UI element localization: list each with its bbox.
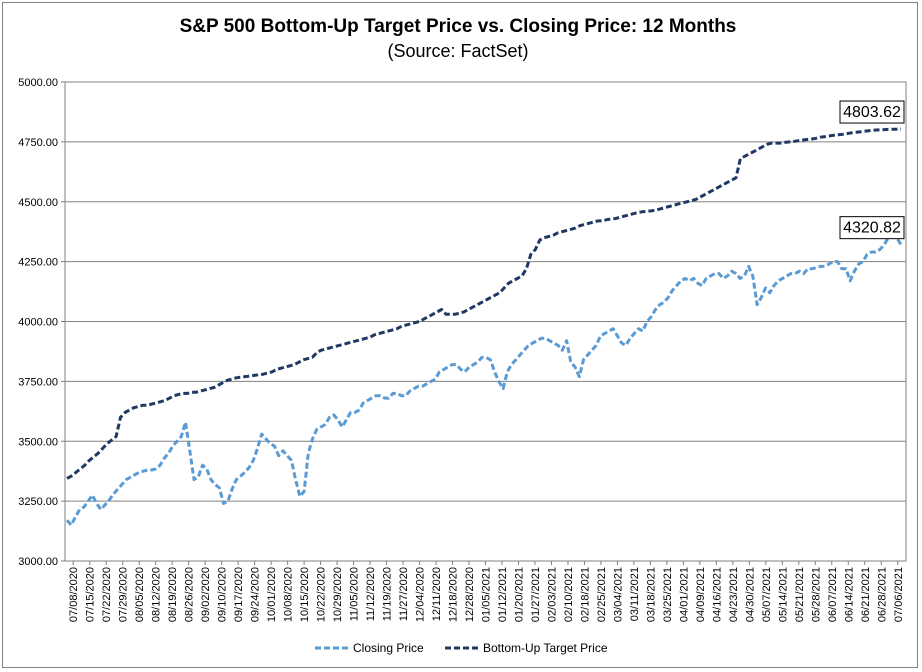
x-tick-label: 11/12/2020 <box>365 567 377 621</box>
y-tick-label: 3750.00 <box>18 376 58 388</box>
x-tick-label: 05/28/2021 <box>810 567 822 622</box>
x-tick-label: 09/02/2020 <box>200 567 212 622</box>
x-tick-label: 03/11/2021 <box>629 567 641 621</box>
x-axis: 07/08/2020 07/15/2020 07/22/2020 07/29/2020… <box>68 561 905 622</box>
chart-title: S&P 500 Bottom-Up Target Price vs. Closi… <box>179 16 737 37</box>
x-tick-label: 06/14/2021 <box>843 567 855 622</box>
closing-price-line <box>65 235 903 527</box>
x-tick-label: 04/23/2021 <box>728 567 740 622</box>
x-tick-label: 02/03/2021 <box>546 567 558 622</box>
x-tick-label: 06/07/2021 <box>827 567 839 622</box>
x-tick-label: 05/21/2021 <box>794 567 806 622</box>
x-tick-label: 11/27/2020 <box>398 567 410 621</box>
x-tick-label: 08/05/2020 <box>134 567 146 622</box>
y-tick-label: 3250.00 <box>18 496 58 508</box>
y-axis: 3000.00 3250.00 3500.00 3750.00 4000.00 4250.… <box>18 77 65 568</box>
x-tick-label: 10/22/2020 <box>316 567 328 622</box>
series-lines <box>65 127 903 527</box>
legend-label-target: Bottom-Up Target Price <box>483 641 608 655</box>
x-tick-label: 01/27/2021 <box>530 567 542 622</box>
x-tick-label: 03/04/2021 <box>612 567 624 622</box>
x-tick-label: 01/05/2021 <box>481 567 493 622</box>
x-tick-label: 05/14/2021 <box>777 567 789 622</box>
x-tick-label: 02/25/2021 <box>596 567 608 622</box>
gridlines <box>64 81 907 562</box>
callout-label: 4803.62 <box>843 104 901 121</box>
callout-label: 4320.82 <box>843 220 901 237</box>
x-tick-label: 01/20/2021 <box>513 567 525 622</box>
x-tick-label: 08/19/2020 <box>167 567 179 622</box>
callout-box <box>839 216 905 240</box>
x-tick-label: 04/30/2021 <box>744 567 756 622</box>
y-tick-label: 4750.00 <box>18 137 58 149</box>
x-tick-label: 07/08/2020 <box>68 567 80 622</box>
y-tick-label: 3500.00 <box>18 436 58 448</box>
x-tick-label: 07/15/2020 <box>85 567 97 622</box>
x-tick-label: 06/21/2021 <box>860 567 872 622</box>
y-tick-label: 4250.00 <box>18 257 58 269</box>
x-tick-label: 03/18/2021 <box>645 567 657 622</box>
x-tick-label: 07/22/2020 <box>101 567 113 622</box>
x-tick-label: 11/05/2020 <box>349 567 361 621</box>
legend: Closing Price Bottom-Up Target Price <box>315 641 608 655</box>
x-tick-label: 12/11/2020 <box>431 567 443 621</box>
y-tick-label: 4000.00 <box>18 317 58 329</box>
x-tick-label: 07/29/2020 <box>118 567 130 622</box>
x-tick-label: 02/18/2021 <box>579 567 591 622</box>
callouts: 4803.62 4320.82 <box>839 100 905 240</box>
x-tick-label: 10/29/2020 <box>332 567 344 622</box>
x-tick-label: 12/04/2020 <box>415 567 427 622</box>
x-tick-label: 04/16/2021 <box>711 567 723 622</box>
x-tick-label: 12/18/2020 <box>448 567 460 622</box>
x-tick-label: 08/26/2020 <box>184 567 196 622</box>
x-tick-label: 04/09/2021 <box>695 567 707 622</box>
x-tick-label: 09/17/2020 <box>233 567 245 622</box>
x-tick-label: 10/01/2020 <box>266 567 278 622</box>
x-tick-label: 07/06/2021 <box>893 567 905 622</box>
x-tick-label: 12/28/2020 <box>464 567 476 622</box>
callout-box <box>839 100 905 124</box>
target-price-line <box>66 127 902 480</box>
x-tick-label: 10/08/2020 <box>283 567 295 622</box>
x-tick-label: 11/19/2020 <box>382 567 394 621</box>
y-tick-label: 3000.00 <box>18 556 58 568</box>
x-tick-label: 01/12/2021 <box>497 567 509 622</box>
x-tick-label: 09/10/2020 <box>217 567 229 622</box>
x-tick-label: 09/24/2020 <box>250 567 262 622</box>
x-tick-label: 06/28/2021 <box>876 567 888 622</box>
y-tick-label: 4500.00 <box>18 197 58 209</box>
x-tick-label: 05/07/2021 <box>761 567 773 622</box>
x-tick-label: 10/15/2020 <box>299 567 311 622</box>
chart-subtitle: (Source: FactSet) <box>387 41 529 61</box>
y-tick-label: 5000.00 <box>18 77 58 89</box>
x-tick-label: 02/10/2021 <box>563 567 575 622</box>
x-tick-label: 04/01/2021 <box>678 567 690 622</box>
x-tick-label: 03/25/2021 <box>662 567 674 622</box>
legend-label-closing: Closing Price <box>353 641 424 655</box>
x-tick-label: 08/12/2020 <box>151 567 163 622</box>
